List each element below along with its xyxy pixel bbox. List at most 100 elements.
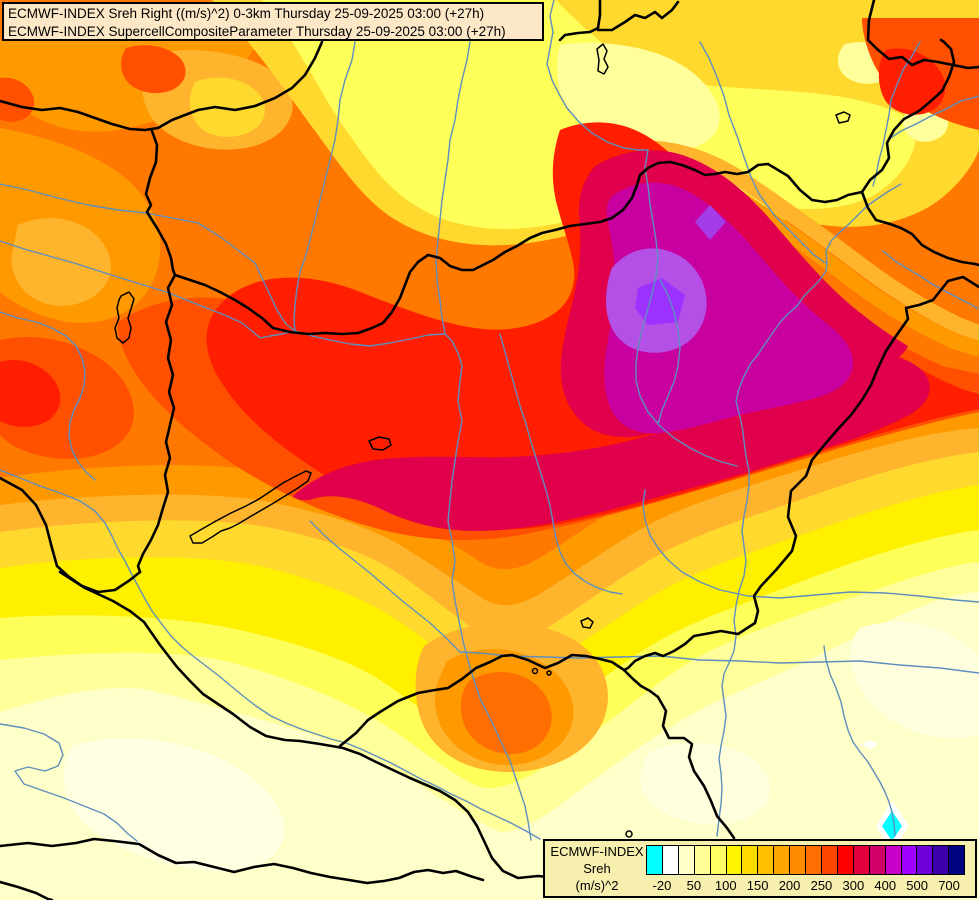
- patch-sw-white: [63, 738, 285, 872]
- legend-swatch-19: [948, 846, 965, 874]
- legend-swatch-12: [836, 846, 853, 874]
- blob-topleft-spot-2: [0, 77, 35, 122]
- blob-ne-corner-core: [878, 48, 946, 115]
- river-hornad: [635, 149, 738, 467]
- legend-label-line-3: (m/s)^2: [575, 878, 619, 893]
- border-slovenia-croatia-diagonal: [58, 570, 426, 786]
- title-line-2: ECMWF-INDEX SupercellCompositeParameter …: [8, 23, 506, 39]
- river-tisza: [716, 183, 902, 837]
- legend-swatch-13: [852, 846, 869, 874]
- zone-topleft-gold: [189, 77, 265, 137]
- lake-velence: [368, 436, 392, 451]
- legend-swatch-10: [805, 846, 821, 874]
- legend-tick-500: 500: [906, 878, 928, 893]
- lake-neusiedl: [114, 291, 135, 344]
- river-mura-drava: [0, 469, 541, 840]
- lake-balaton: [189, 470, 312, 544]
- legend-swatch-4: [709, 846, 726, 874]
- blob-south-core: [460, 672, 552, 755]
- river-zagyva: [499, 333, 623, 595]
- blob-magenta: [604, 182, 853, 434]
- river-sio: [309, 520, 462, 654]
- river-danube-west: [0, 183, 296, 332]
- legend-tick-250: 250: [810, 878, 833, 893]
- river-maros: [461, 651, 979, 674]
- border-romania-hungary: [622, 275, 979, 672]
- lake-tiny-3: [625, 830, 633, 838]
- legend-swatch-3: [693, 846, 710, 874]
- title-line-1: ECMWF-INDEX Sreh Right ((m/s)^2) 0-3km T…: [8, 6, 485, 21]
- legend-swatch-6: [741, 846, 758, 874]
- border-sw-corner: [0, 880, 54, 900]
- legend-swatch-11: [820, 846, 837, 874]
- border-top-right-2: [866, 0, 876, 42]
- lake-slovakia-2: [835, 111, 851, 124]
- patch-small-white: [862, 740, 878, 749]
- border-austria-hungary-north: [144, 129, 177, 277]
- lake-tiny-1: [531, 667, 539, 675]
- hotspot-blobs: [0, 18, 979, 773]
- border-serbia-romania: [656, 695, 736, 840]
- legend-tick-150: 150: [746, 878, 769, 893]
- legend-tick-labels: -20 50 100 150 200 250 300 400 500 700: [646, 876, 965, 894]
- river-latorica: [699, 41, 828, 264]
- legend-swatch-1: [661, 846, 678, 874]
- border-austria-hungary-west: [136, 273, 177, 574]
- pale-patches: [63, 621, 979, 872]
- border-czech-austria: [0, 40, 324, 132]
- legend-tick-200: 200: [778, 878, 801, 893]
- border-top-center-stub: [558, 0, 602, 42]
- legend-label: ECMWF-INDEX Sreh (m/s)^2: [549, 843, 645, 894]
- border-hungary-north: [173, 160, 864, 336]
- border-top-center-arm: [596, 0, 680, 32]
- border-austria-slovenia: [0, 476, 142, 594]
- river-hron: [435, 41, 471, 335]
- lake-south-1: [580, 617, 594, 629]
- zone-west-amber: [11, 218, 111, 306]
- river-se-diagonal: [823, 645, 896, 837]
- border-croatia-bosnia-west: [0, 837, 485, 885]
- legend-tick-700: 700: [938, 878, 960, 893]
- legend-label-line-2: Sreh: [583, 861, 611, 876]
- blob-violet-core: [635, 278, 685, 325]
- river-koros: [642, 489, 979, 603]
- river-top-center: [546, 0, 649, 151]
- legend-tick-100: 100: [714, 878, 737, 893]
- legend-swatch-17: [916, 846, 933, 874]
- lake-tiny-2: [546, 670, 552, 676]
- patch-se-1: [850, 621, 979, 739]
- river-sw-1: [0, 723, 138, 842]
- river-vah: [293, 41, 356, 332]
- blob-west-red: [0, 360, 61, 427]
- legend-tick--20: -20: [652, 878, 672, 893]
- legend-swatch-5: [725, 846, 742, 874]
- legend-swatch-7: [757, 846, 774, 874]
- legend-color-scale: [646, 845, 965, 875]
- legend-swatch-15: [884, 846, 901, 874]
- legend-tick-300: 300: [842, 878, 865, 893]
- legend-swatch-18: [932, 846, 949, 874]
- legend-swatch-9: [789, 846, 806, 874]
- river-through-violet: [657, 279, 681, 425]
- border-ukraine-romania: [860, 190, 979, 267]
- legend-swatch-0: [647, 846, 662, 874]
- legend-tick-400: 400: [874, 878, 897, 893]
- blob-topleft-spot-1: [121, 45, 186, 94]
- border-top-right-1: [866, 38, 979, 70]
- river-ne-2: [888, 95, 979, 140]
- lakes: [114, 43, 851, 838]
- legend-swatch-8: [773, 846, 790, 874]
- legend-swatch-2: [677, 846, 694, 874]
- river-ne-1: [882, 250, 979, 310]
- border-ukraine-north: [860, 38, 956, 194]
- legend-label-line-1: ECMWF-INDEX: [550, 844, 644, 859]
- legend-swatch-14: [868, 846, 885, 874]
- legend-swatch-16: [900, 846, 917, 874]
- river-zala: [0, 311, 96, 481]
- rivers: [0, 0, 979, 842]
- blob-violet-diamond: [695, 205, 726, 240]
- cyan-minimum-marker: [876, 801, 909, 851]
- river-raba: [0, 240, 296, 339]
